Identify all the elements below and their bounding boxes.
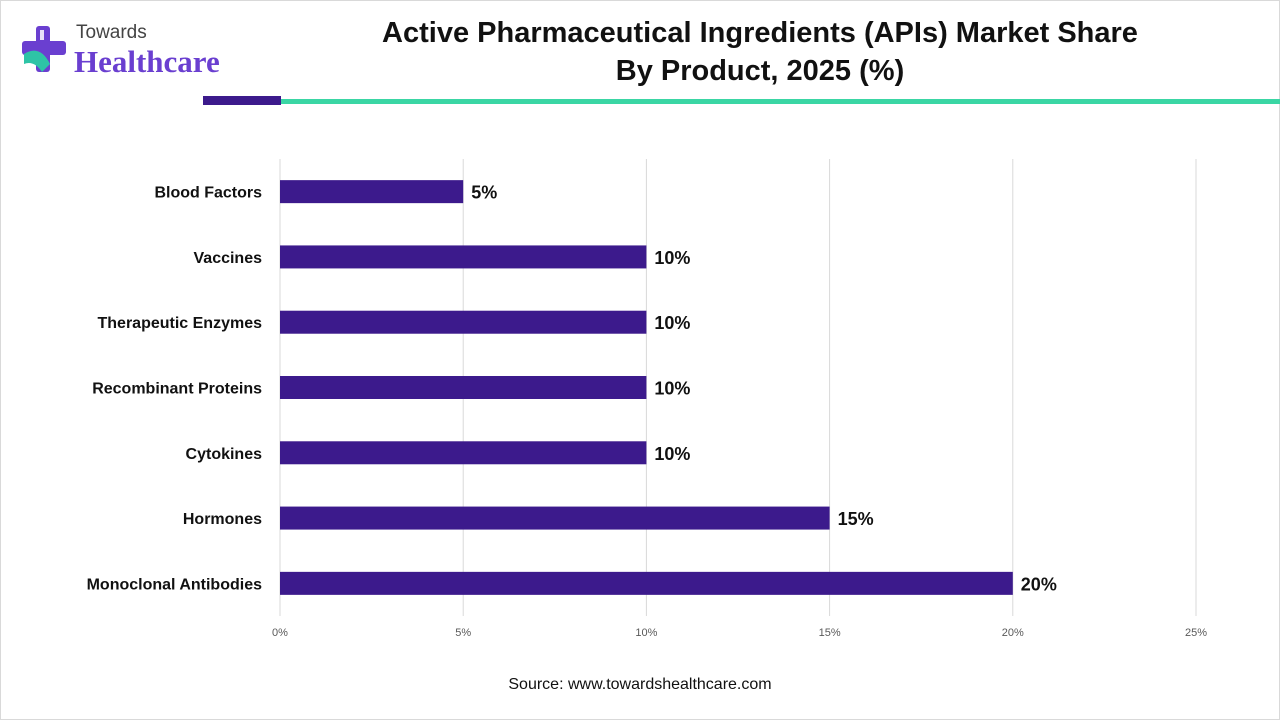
data-label: 5% — [471, 183, 497, 203]
x-tick-label: 10% — [635, 627, 657, 639]
source-note: Source: www.towardshealthcare.com — [508, 676, 772, 693]
logo-text-towards: Towards — [76, 22, 147, 43]
x-tick-label: 15% — [819, 627, 841, 639]
category-label: Vaccines — [194, 250, 263, 267]
category-label: Monoclonal Antibodies — [87, 576, 263, 593]
bar — [280, 310, 647, 334]
chart-title-line-1: Active Pharmaceutical Ingredients (APIs)… — [382, 17, 1138, 49]
chart-title: Active Pharmaceutical Ingredients (APIs)… — [300, 14, 1220, 90]
bar — [280, 245, 647, 269]
logo-text-healthcare: Healthcare — [74, 44, 220, 79]
category-label: Therapeutic Enzymes — [98, 315, 263, 332]
data-label: 10% — [654, 313, 690, 333]
data-label: 10% — [654, 248, 690, 268]
category-label: Cytokines — [186, 446, 263, 463]
category-label: Blood Factors — [154, 185, 262, 202]
data-label: 10% — [654, 379, 690, 399]
bar — [280, 376, 647, 399]
x-tick-label: 25% — [1185, 627, 1207, 639]
medical-cross-icon — [22, 26, 66, 72]
bar — [280, 180, 464, 204]
towards-healthcare-logo: Towards Healthcare — [20, 20, 235, 84]
category-label: Hormones — [183, 511, 262, 528]
x-tick-label: 0% — [272, 627, 288, 639]
data-label: 15% — [838, 509, 874, 529]
chart-title-line-2: By Product, 2025 (%) — [615, 55, 905, 87]
bar — [280, 441, 647, 465]
header-rule-teal — [281, 99, 1280, 104]
category-label: Recombinant Proteins — [92, 381, 262, 398]
x-tick-label: 20% — [1002, 627, 1024, 639]
header-rule-dark — [203, 96, 281, 105]
bar — [280, 506, 830, 530]
data-label: 10% — [654, 444, 690, 464]
bar — [280, 571, 1013, 595]
data-label: 20% — [1021, 574, 1057, 594]
x-tick-label: 5% — [455, 627, 471, 639]
